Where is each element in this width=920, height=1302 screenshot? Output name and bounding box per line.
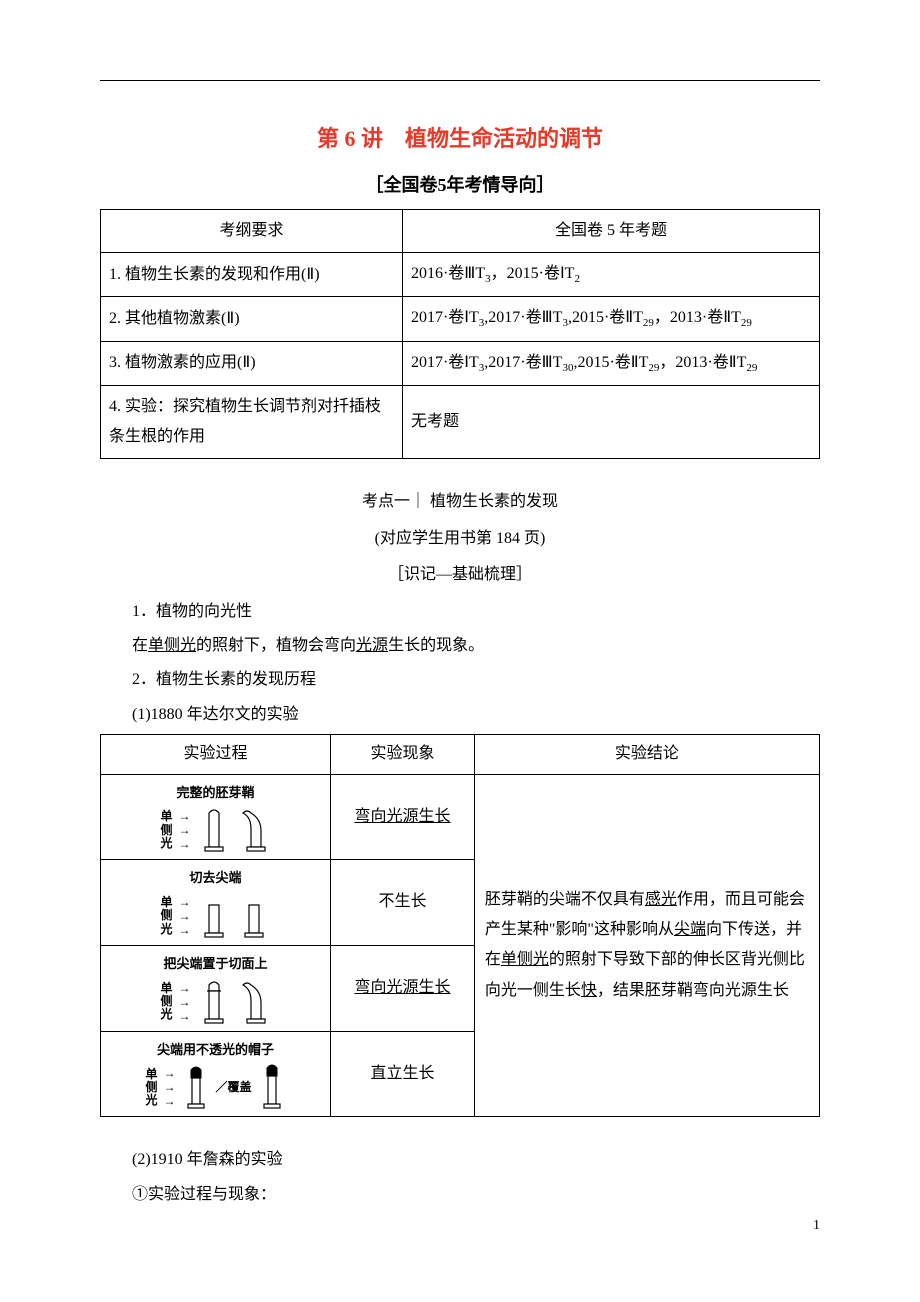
text-fragment: 生长的现象。 [388,637,484,654]
exp-conclusion: 胚芽鞘的尖端不仅具有感光作用，而且可能会产生某种"影响"这种影响从尖端向下传送，… [474,774,819,1117]
arrow-icon: →→→ [164,1067,176,1107]
exp-header-conclusion: 实验结论 [474,735,819,774]
table-row: 4. 实验：探究植物生长调节剂对扦插枝条生根的作用 无考题 [101,385,820,459]
jensen-label: (2)1910 年詹森的实验 [100,1145,820,1175]
coleoptile-bent-icon [237,979,271,1025]
table-row: 3. 植物激素的应用(Ⅱ) 2017·卷ⅠT3,2017·卷ⅢT30,2015·… [101,341,820,385]
text-fragment: 的照射下，植物会弯向 [196,637,356,654]
table-row: 1. 植物生长素的发现和作用(Ⅱ) 2016·卷ⅢT3，2015·卷ⅠT2 [101,253,820,297]
diagram-caption: 把尖端置于切面上 [164,952,268,977]
table-row: 实验过程 实验现象 实验结论 [101,735,820,774]
darwin-label: (1)1880 年达尔文的实验 [100,700,820,730]
outline-items: 2017·卷ⅠT3,2017·卷ⅢT30,2015·卷ⅡT29，2013·卷ⅡT… [402,341,819,385]
exp-diagram-replaced: 把尖端置于切面上 单侧光 →→→ [101,945,331,1031]
outline-table: 考纲要求 全国卷 5 年考题 1. 植物生长素的发现和作用(Ⅱ) 2016·卷Ⅲ… [100,209,820,459]
table-row: 2. 其他植物激素(Ⅱ) 2017·卷ⅠT3,2017·卷ⅢT3,2015·卷Ⅱ… [101,297,820,341]
outline-items: 2017·卷ⅠT3,2017·卷ⅢT3,2015·卷ⅡT29，2013·卷ⅡT2… [402,297,819,341]
arrow-icon: →→→ [179,896,191,936]
light-label: 单侧光 [146,1068,158,1108]
phototropism-desc: 在单侧光的照射下，植物会弯向光源生长的现象。 [100,631,820,661]
light-label: 单侧光 [161,896,173,936]
coleoptile-capped-straight-icon [258,1064,286,1110]
lesson-title: 第 6 讲 植物生命活动的调节 [100,121,820,153]
outline-header-items: 全国卷 5 年考题 [402,210,819,253]
exp-phenomenon: 弯向光源生长 [331,774,475,860]
outline-header-req: 考纲要求 [101,210,403,253]
exp-diagram-cut: 切去尖端 单侧光 →→→ [101,860,331,946]
underlined-term: 感光 [645,891,677,908]
outline-req: 1. 植物生长素的发现和作用(Ⅱ) [101,253,403,297]
coleoptile-capped-icon [182,1064,210,1110]
underlined-term: 弯向光源生长 [354,808,450,825]
coleoptile-intact-icon [197,807,231,853]
light-label: 单侧光 [161,810,173,850]
heading-discovery: 2．植物生长素的发现历程 [100,665,820,695]
exp-phenomenon: 弯向光源生长 [331,945,475,1031]
outline-items: 无考题 [402,385,819,459]
coleoptile-cut-icon [237,893,271,939]
outline-req: 3. 植物激素的应用(Ⅱ) [101,341,403,385]
coleoptile-cut-icon [197,893,231,939]
heading-phototropism: 1．植物的向光性 [100,597,820,627]
light-label: 单侧光 [161,982,173,1022]
arrow-icon: →→→ [179,982,191,1022]
cover-label: ／覆盖 [216,1081,252,1094]
jensen-step1: ①实验过程与现象： [100,1180,820,1210]
text-fragment: 在 [132,637,148,654]
experiment-table: 实验过程 实验现象 实验结论 完整的胚芽鞘 单侧光 →→→ [100,734,820,1117]
exp-diagram-intact: 完整的胚芽鞘 单侧光 →→→ [101,774,331,860]
exp-phenomenon: 直立生长 [331,1031,475,1117]
point-heading: 考点一｜ 植物生长素的发现 [100,487,820,517]
underlined-term: 弯向光源生长 [354,979,450,996]
memo-heading: ［识记—基础梳理］ [100,560,820,590]
page-ref: (对应学生用书第 184 页) [100,524,820,554]
exp-header-phenomenon: 实验现象 [331,735,475,774]
outline-req: 4. 实验：探究植物生长调节剂对扦插枝条生根的作用 [101,385,403,459]
exp-phenomenon: 不生长 [331,860,475,946]
page-number: 1 [813,1218,820,1234]
underlined-term: 快 [581,982,597,999]
coleoptile-bent-icon [237,807,271,853]
underlined-term: 光源 [356,637,388,654]
diagram-caption: 切去尖端 [190,866,242,891]
underlined-term: 尖端 [674,921,706,938]
top-rule [100,80,820,81]
outline-req: 2. 其他植物激素(Ⅱ) [101,297,403,341]
coleoptile-tip-on-cut-icon [197,979,231,1025]
exp-diagram-capped: 尖端用不透光的帽子 单侧光 →→→ ／覆盖 [101,1031,331,1117]
table-row: 完整的胚芽鞘 单侧光 →→→ 弯向光源生 [101,774,820,860]
outline-items: 2016·卷ⅢT3，2015·卷ⅠT2 [402,253,819,297]
lesson-subtitle: ［全国卷5年考情导向］ [100,171,820,197]
text-fragment: 胚芽鞘的尖端不仅具有 [485,891,645,908]
table-row: 考纲要求 全国卷 5 年考题 [101,210,820,253]
text-fragment: ，结果胚芽鞘弯向光源生长 [597,982,789,999]
diagram-caption: 完整的胚芽鞘 [177,781,255,806]
underlined-term: 单侧光 [148,637,196,654]
exp-header-process: 实验过程 [101,735,331,774]
diagram-caption: 尖端用不透光的帽子 [157,1038,274,1063]
underlined-term: 单侧光 [501,951,549,968]
arrow-icon: →→→ [179,810,191,850]
